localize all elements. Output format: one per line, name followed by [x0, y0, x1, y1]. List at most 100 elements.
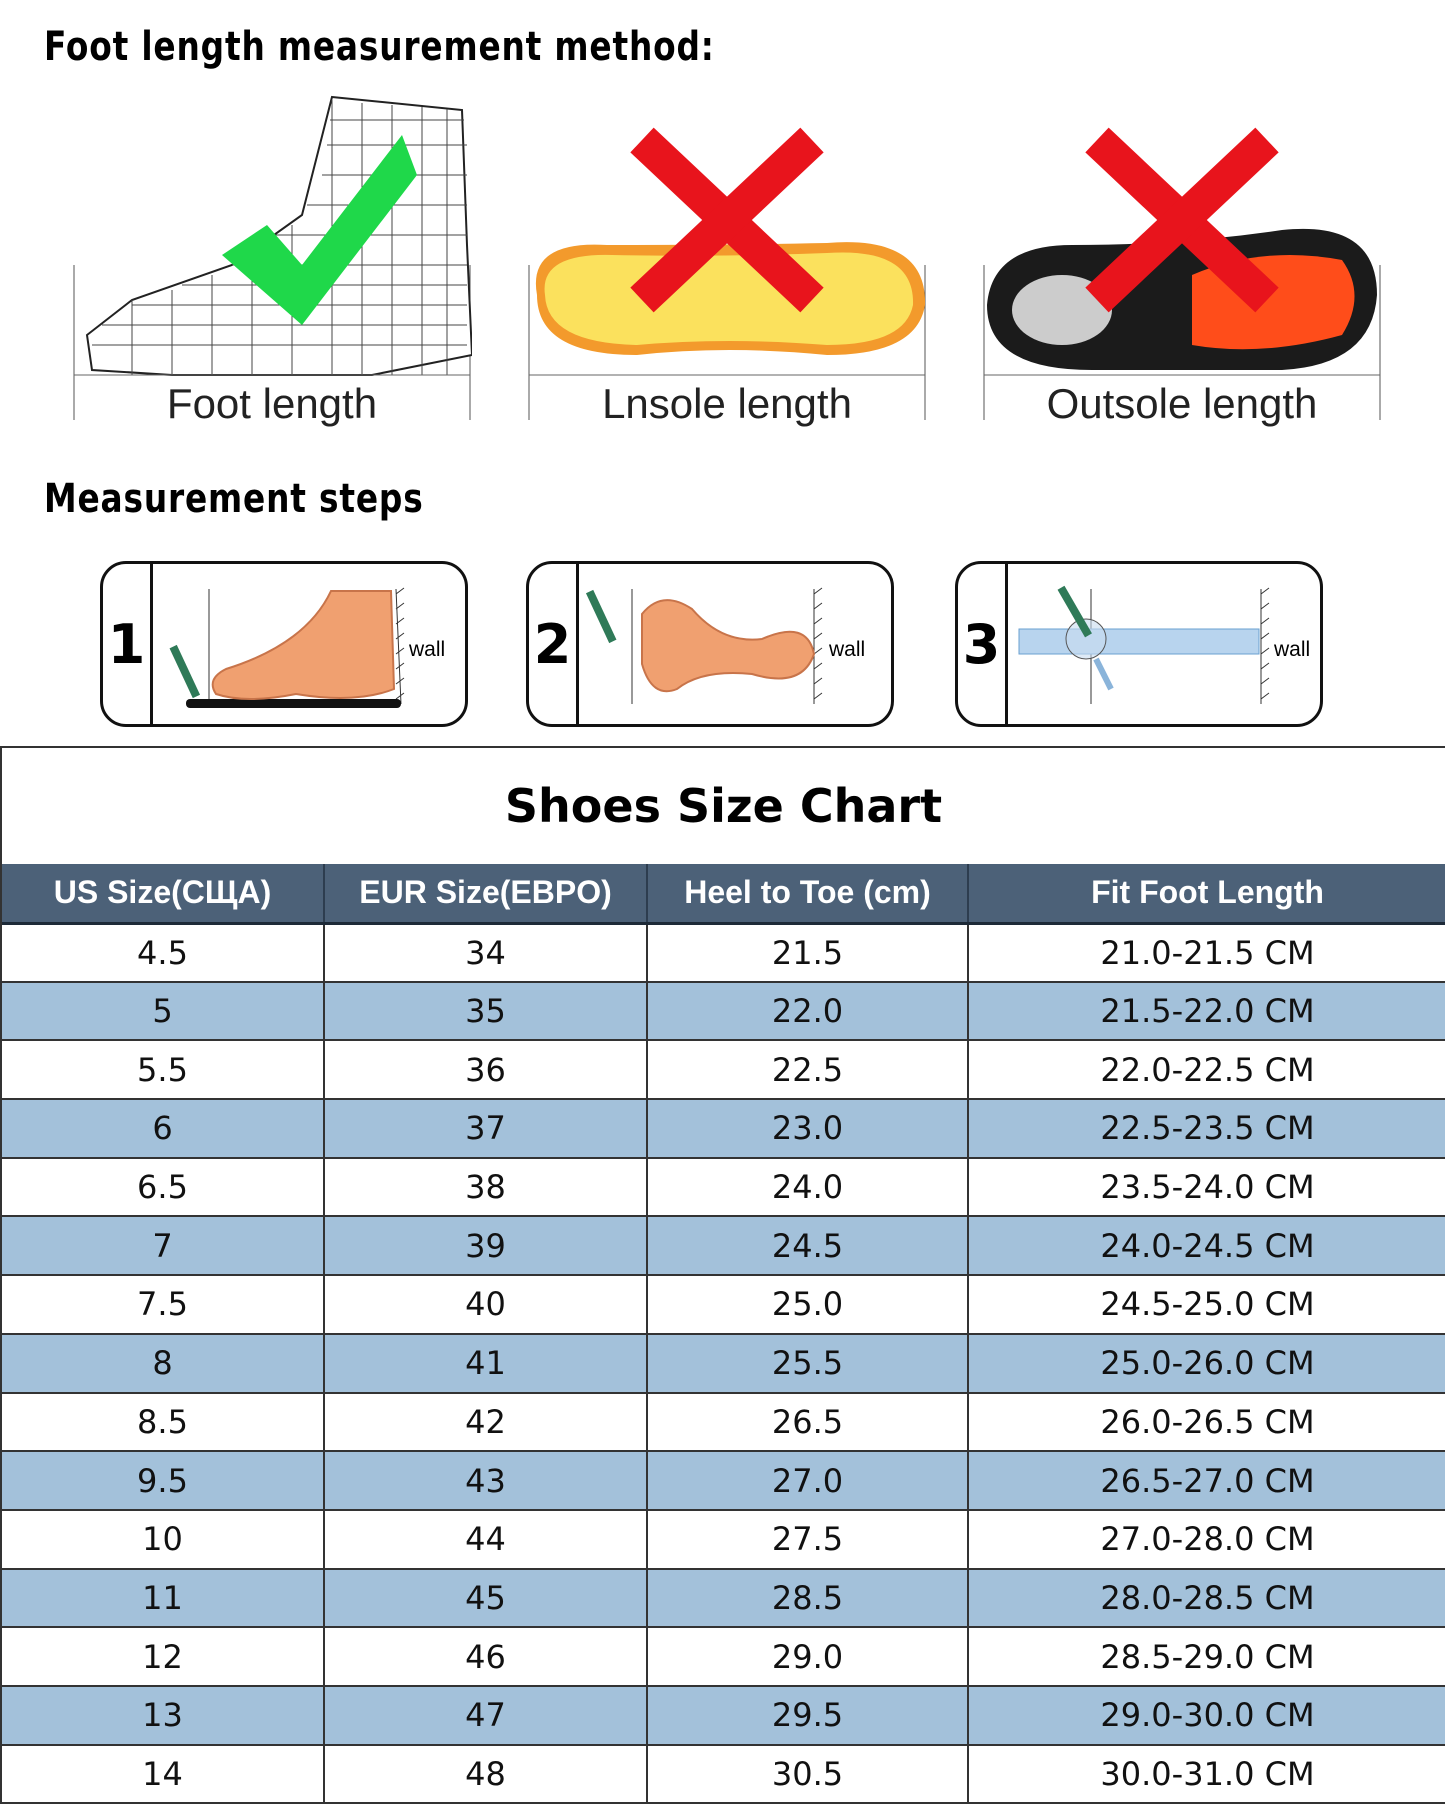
cell-eur-size: 43 — [324, 1451, 648, 1511]
cell-fit-foot-length: 26.0-26.5 CM — [968, 1392, 1445, 1453]
foot-side-icon — [169, 587, 405, 708]
table-row: 5 35 22.0 21.5-22.0 CM — [2, 981, 1445, 1042]
cell-fit-foot-length: 22.0-22.5 CM — [968, 1040, 1445, 1101]
cell-eur-size: 44 — [324, 1509, 648, 1570]
method-label: Lnsole length — [602, 380, 852, 427]
step-2: 2 wall — [526, 561, 894, 727]
table-row: 4.5 34 21.5 21.0-21.5 CM — [2, 923, 1445, 983]
cross-icon — [1085, 127, 1279, 313]
method-label: Outsole length — [1046, 380, 1318, 427]
chart-title: Shoes Size Chart — [504, 779, 943, 833]
step-number: 2 — [529, 564, 579, 724]
wall-label: wall — [829, 638, 866, 661]
header-heel-to-toe: Heel to Toe (cm) — [647, 864, 969, 925]
cell-us-size: 11 — [2, 1568, 325, 1629]
cell-eur-size: 37 — [324, 1099, 648, 1159]
cell-fit-foot-length: 29.0-30.0 CM — [968, 1685, 1445, 1746]
table-row: 11 45 28.5 28.0-28.5 CM — [2, 1568, 1445, 1629]
cell-eur-size: 41 — [324, 1333, 648, 1394]
cell-fit-foot-length: 21.5-22.0 CM — [968, 981, 1445, 1042]
step-number: 3 — [958, 564, 1008, 724]
cell-us-size: 6.5 — [2, 1157, 325, 1218]
insole-icon — [528, 127, 926, 420]
cell-fit-foot-length: 24.0-24.5 CM — [968, 1216, 1445, 1277]
table-row: 14 48 30.5 30.0-31.0 CM — [2, 1744, 1445, 1804]
steps-title: Measurement steps — [44, 476, 424, 522]
cell-heel-to-toe: 23.0 — [647, 1099, 969, 1159]
step-3: 3 wall — [955, 561, 1323, 727]
cell-heel-to-toe: 30.5 — [647, 1744, 969, 1804]
cell-us-size: 5 — [2, 981, 325, 1042]
cell-heel-to-toe: 25.0 — [647, 1275, 969, 1335]
cell-us-size: 10 — [2, 1509, 325, 1570]
cell-us-size: 5.5 — [2, 1040, 325, 1101]
wall-label: wall — [409, 638, 446, 661]
cell-fit-foot-length: 24.5-25.0 CM — [968, 1275, 1445, 1335]
cell-us-size: 7 — [2, 1216, 325, 1277]
method-title: Foot length measurement method: — [44, 24, 715, 70]
cell-eur-size: 38 — [324, 1157, 648, 1218]
cross-icon — [630, 127, 824, 313]
cell-eur-size: 46 — [324, 1627, 648, 1687]
cell-fit-foot-length: 30.0-31.0 CM — [968, 1744, 1445, 1804]
table-row: 9.5 43 27.0 26.5-27.0 CM — [2, 1451, 1445, 1511]
cell-us-size: 6 — [2, 1099, 325, 1159]
cell-eur-size: 42 — [324, 1392, 648, 1453]
cell-heel-to-toe: 27.5 — [647, 1509, 969, 1570]
cell-eur-size: 34 — [324, 923, 648, 983]
table-row: 13 47 29.5 29.0-30.0 CM — [2, 1685, 1445, 1746]
cell-fit-foot-length: 22.5-23.5 CM — [968, 1099, 1445, 1159]
cell-heel-to-toe: 25.5 — [647, 1333, 969, 1394]
cell-us-size: 8 — [2, 1333, 325, 1394]
table-row: 8 41 25.5 25.0-26.0 CM — [2, 1333, 1445, 1394]
table-row: 7 39 24.5 24.0-24.5 CM — [2, 1216, 1445, 1277]
cell-us-size: 7.5 — [2, 1275, 325, 1335]
step-1: 1 wall — [100, 561, 468, 727]
cell-fit-foot-length: 28.0-28.5 CM — [968, 1568, 1445, 1629]
cell-fit-foot-length: 28.5-29.0 CM — [968, 1627, 1445, 1687]
cell-heel-to-toe: 28.5 — [647, 1568, 969, 1629]
cell-fit-foot-length: 26.5-27.0 CM — [968, 1451, 1445, 1511]
method-label: Foot length — [166, 380, 378, 427]
cell-heel-to-toe: 27.0 — [647, 1451, 969, 1511]
method-foot-length: Foot length — [72, 95, 472, 427]
cell-fit-foot-length: 27.0-28.0 CM — [968, 1509, 1445, 1570]
method-insole-length: Lnsole length — [527, 95, 927, 427]
cell-heel-to-toe: 26.5 — [647, 1392, 969, 1453]
wall-label: wall — [1274, 638, 1311, 661]
table-row: 6 37 23.0 22.5-23.5 CM — [2, 1099, 1445, 1159]
cell-us-size: 8.5 — [2, 1392, 325, 1453]
size-chart: Shoes Size Chart US Size(СЩA) EUR Size(E… — [0, 746, 1445, 1804]
cell-heel-to-toe: 24.5 — [647, 1216, 969, 1277]
header-eur-size: EUR Size(EBPO) — [324, 864, 648, 925]
table-row: 12 46 29.0 28.5-29.0 CM — [2, 1627, 1445, 1687]
foot-wireframe-icon — [73, 95, 472, 420]
foot-top-icon — [585, 587, 823, 704]
outsole-icon — [983, 127, 1381, 420]
header-fit-foot-length: Fit Foot Length — [968, 864, 1445, 925]
cell-eur-size: 48 — [324, 1744, 648, 1804]
cell-eur-size: 40 — [324, 1275, 648, 1335]
cell-eur-size: 39 — [324, 1216, 648, 1277]
cell-heel-to-toe: 22.0 — [647, 981, 969, 1042]
cell-heel-to-toe: 22.5 — [647, 1040, 969, 1101]
table-row: 6.5 38 24.0 23.5-24.0 CM — [2, 1157, 1445, 1218]
cell-eur-size: 47 — [324, 1685, 648, 1746]
size-table: US Size(СЩA) EUR Size(EBPO) Heel to Toe … — [2, 864, 1445, 1804]
cell-fit-foot-length: 23.5-24.0 CM — [968, 1157, 1445, 1218]
table-row: 10 44 27.5 27.0-28.0 CM — [2, 1509, 1445, 1570]
table-row: 5.5 36 22.5 22.0-22.5 CM — [2, 1040, 1445, 1101]
table-row: 8.5 42 26.5 26.0-26.5 CM — [2, 1392, 1445, 1453]
method-outsole-length: Outsole length — [982, 95, 1382, 427]
cell-us-size: 14 — [2, 1744, 325, 1804]
step-number: 1 — [103, 564, 153, 724]
cell-heel-to-toe: 29.0 — [647, 1627, 969, 1687]
cell-eur-size: 36 — [324, 1040, 648, 1101]
cell-eur-size: 35 — [324, 981, 648, 1042]
cell-fit-foot-length: 25.0-26.0 CM — [968, 1333, 1445, 1394]
header-us-size: US Size(СЩA) — [2, 864, 325, 925]
cell-us-size: 12 — [2, 1627, 325, 1687]
cell-us-size: 9.5 — [2, 1451, 325, 1511]
cell-fit-foot-length: 21.0-21.5 CM — [968, 923, 1445, 983]
cell-heel-to-toe: 29.5 — [647, 1685, 969, 1746]
